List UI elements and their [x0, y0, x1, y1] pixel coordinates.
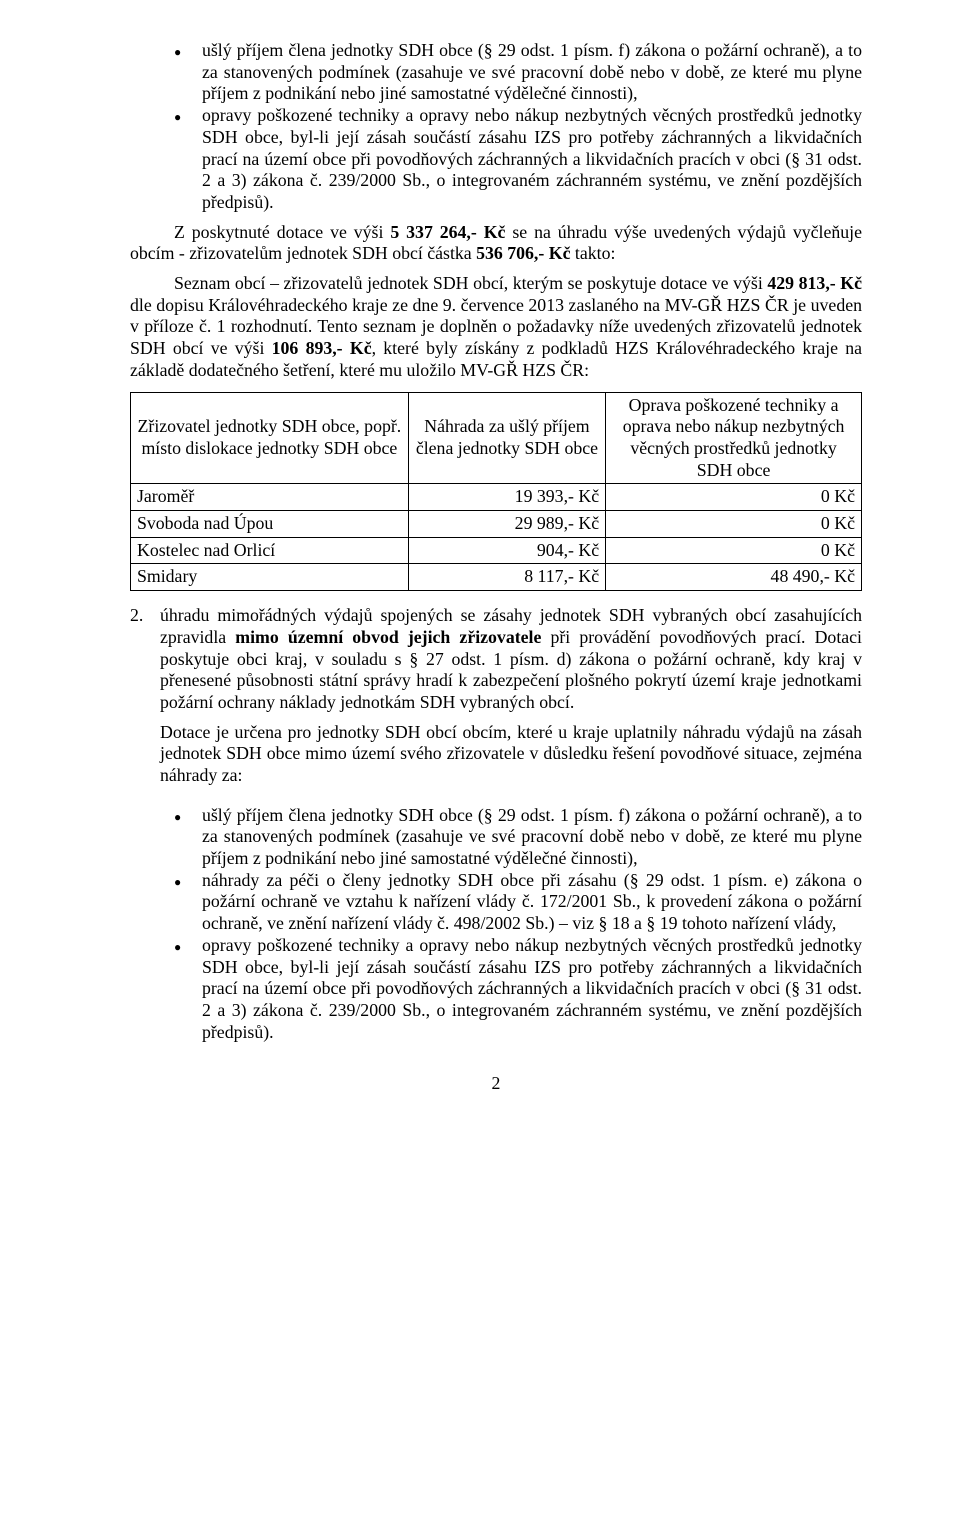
col-header: Zřizovatel jednotky SDH obce, popř. míst…	[131, 392, 409, 484]
table-row: Jaroměř 19 393,- Kč 0 Kč	[131, 484, 862, 511]
amount: 106 893,- Kč	[272, 338, 372, 358]
cell-name: Smidary	[131, 564, 409, 591]
text: Z poskytnuté dotace ve výši	[174, 222, 390, 242]
cell-amount: 48 490,- Kč	[606, 564, 862, 591]
col-header: Oprava poškozené techniky a oprava nebo …	[606, 392, 862, 484]
table-header-row: Zřizovatel jednotky SDH obce, popř. míst…	[131, 392, 862, 484]
bold-text: mimo územní obvod jejich zřizovatele	[235, 627, 541, 647]
bullet-list-2: ● ušlý příjem člena jednotky SDH obce (§…	[174, 805, 862, 1044]
cell-amount: 0 Kč	[606, 537, 862, 564]
bullet-item: ● opravy poškozené techniky a opravy neb…	[174, 105, 862, 214]
ordered-number: 2.	[130, 605, 160, 714]
bullet-item: ● ušlý příjem člena jednotky SDH obce (§…	[174, 805, 862, 870]
bullet-text: opravy poškozené techniky a opravy nebo …	[202, 105, 862, 214]
cell-name: Jaroměř	[131, 484, 409, 511]
ordered-item-2: 2. úhradu mimořádných výdajů spojených s…	[130, 605, 862, 714]
text: takto:	[570, 243, 615, 263]
cell-amount: 904,- Kč	[408, 537, 605, 564]
bullet-icon: ●	[174, 110, 202, 125]
page-number: 2	[130, 1073, 862, 1095]
bullet-icon: ●	[174, 45, 202, 60]
cell-amount: 0 Kč	[606, 484, 862, 511]
bullet-text: opravy poškozené techniky a opravy nebo …	[202, 935, 862, 1044]
bullet-text: náhrady za péči o členy jednotky SDH obc…	[202, 870, 862, 935]
paragraph: Seznam obcí – zřizovatelů jednotek SDH o…	[130, 273, 862, 382]
amount: 536 706,- Kč	[476, 243, 570, 263]
bullet-text: ušlý příjem člena jednotky SDH obce (§ 2…	[202, 805, 862, 870]
bullet-item: ● náhrady za péči o členy jednotky SDH o…	[174, 870, 862, 935]
page: ● ušlý příjem člena jednotky SDH obce (§…	[0, 0, 960, 1518]
cell-amount: 29 989,- Kč	[408, 511, 605, 538]
table-row: Kostelec nad Orlicí 904,- Kč 0 Kč	[131, 537, 862, 564]
text: Seznam obcí – zřizovatelů jednotek SDH o…	[174, 273, 767, 293]
bullet-text: ušlý příjem člena jednotky SDH obce (§ 2…	[202, 40, 862, 105]
paragraph: Z poskytnuté dotace ve výši 5 337 264,- …	[130, 222, 862, 265]
allocation-table: Zřizovatel jednotky SDH obce, popř. míst…	[130, 392, 862, 592]
cell-name: Kostelec nad Orlicí	[131, 537, 409, 564]
table-row: Svoboda nad Úpou 29 989,- Kč 0 Kč	[131, 511, 862, 538]
paragraph: Dotace je určena pro jednotky SDH obcí o…	[160, 722, 862, 787]
bullet-icon: ●	[174, 810, 202, 825]
cell-amount: 19 393,- Kč	[408, 484, 605, 511]
bullet-icon: ●	[174, 940, 202, 955]
cell-amount: 0 Kč	[606, 511, 862, 538]
bullet-list-1: ● ušlý příjem člena jednotky SDH obce (§…	[174, 40, 862, 214]
bullet-icon: ●	[174, 875, 202, 890]
table-row: Smidary 8 117,- Kč 48 490,- Kč	[131, 564, 862, 591]
cell-name: Svoboda nad Úpou	[131, 511, 409, 538]
amount: 429 813,- Kč	[767, 273, 862, 293]
bullet-item: ● ušlý příjem člena jednotky SDH obce (§…	[174, 40, 862, 105]
col-header: Náhrada za ušlý příjem člena jednotky SD…	[408, 392, 605, 484]
amount: 5 337 264,- Kč	[390, 222, 505, 242]
cell-amount: 8 117,- Kč	[408, 564, 605, 591]
bullet-item: ● opravy poškozené techniky a opravy neb…	[174, 935, 862, 1044]
ordered-text: úhradu mimořádných výdajů spojených se z…	[160, 605, 862, 714]
